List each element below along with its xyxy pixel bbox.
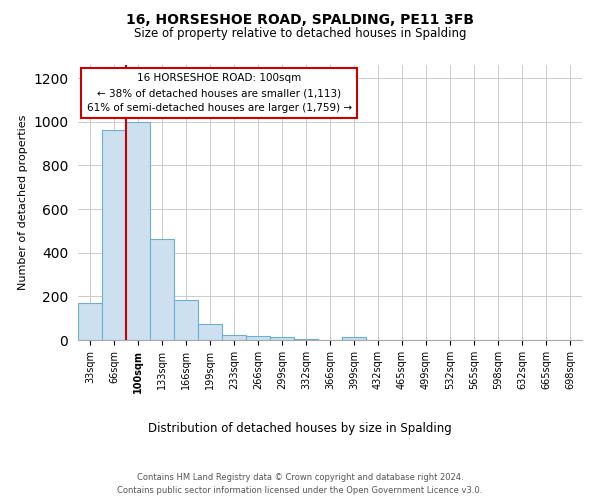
Bar: [150, 238, 174, 340]
Text: Size of property relative to detached houses in Spalding: Size of property relative to detached ho…: [134, 28, 466, 40]
Bar: [294, 339, 318, 340]
Bar: [270, 336, 294, 340]
Bar: [198, 324, 222, 340]
Bar: [174, 300, 198, 340]
Bar: [126, 122, 150, 340]
Y-axis label: Number of detached properties: Number of detached properties: [17, 115, 28, 290]
Bar: [102, 130, 126, 340]
Bar: [342, 338, 366, 340]
Text: Distribution of detached houses by size in Spalding: Distribution of detached houses by size …: [148, 422, 452, 435]
Text: 16 HORSESHOE ROAD: 100sqm
← 38% of detached houses are smaller (1,113)
61% of se: 16 HORSESHOE ROAD: 100sqm ← 38% of detac…: [86, 73, 352, 113]
Bar: [246, 336, 270, 340]
Text: 16, HORSESHOE ROAD, SPALDING, PE11 3FB: 16, HORSESHOE ROAD, SPALDING, PE11 3FB: [126, 12, 474, 26]
Bar: [78, 303, 102, 340]
Text: Contains HM Land Registry data © Crown copyright and database right 2024.
Contai: Contains HM Land Registry data © Crown c…: [118, 474, 482, 495]
Bar: [222, 334, 246, 340]
